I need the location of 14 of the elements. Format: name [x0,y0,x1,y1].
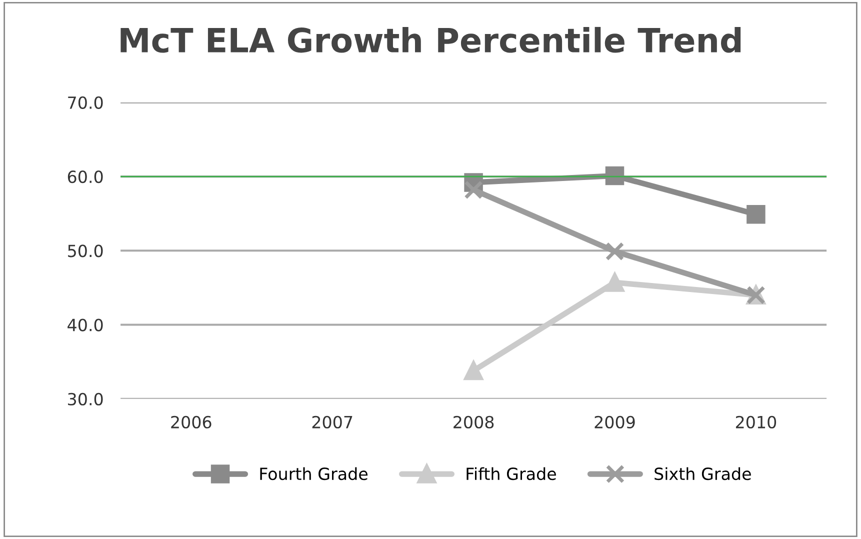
y-tick-label: 60.0 [68,170,103,184]
legend-label: Fourth Grade [260,467,368,480]
y-tick-label: 40.0 [68,318,103,332]
x-tick-label: 2009 [594,416,635,428]
x-tick-label: 2008 [454,416,494,428]
y-tick-label: 70.0 [68,96,103,109]
x-tick-label: 2007 [312,416,352,428]
y-tick-label: 50.0 [68,244,103,258]
chart-title: McT ELA Growth Percentile Trend [120,26,741,53]
x-tick-label: 2010 [736,416,776,428]
y-tick-label: 30.0 [68,392,103,406]
legend-label: Fifth Grade [466,467,556,480]
legend-label: Sixth Grade [654,467,751,480]
x-tick-label: 2006 [171,416,212,428]
